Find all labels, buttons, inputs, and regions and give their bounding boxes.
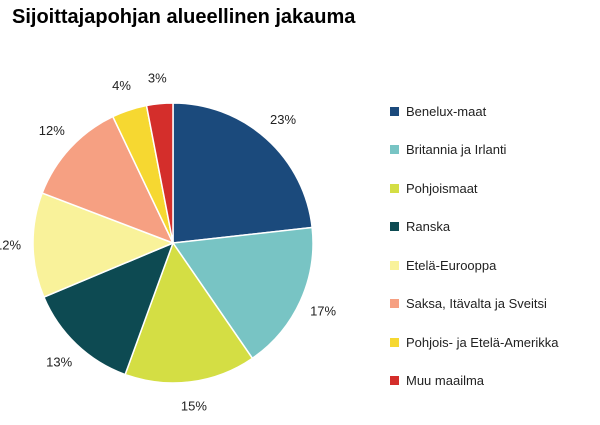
pie-value-label-2: 15% — [181, 399, 207, 414]
legend-swatch — [390, 183, 399, 193]
legend-label: Muu maailma — [406, 373, 485, 389]
legend-label: Britannia ja Irlanti — [406, 142, 507, 158]
pie-value-label-0: 23% — [270, 112, 296, 127]
legend-label: Etelä-Eurooppa — [406, 257, 497, 273]
legend-item-4: Etelä-Eurooppa — [390, 246, 558, 285]
legend-swatch — [390, 376, 399, 386]
pie-slice-3 — [42, 241, 175, 376]
legend-swatch — [390, 222, 399, 232]
pie-value-label-7: 3% — [148, 71, 167, 86]
legend-swatch — [390, 145, 399, 155]
pie-value-label-3: 13% — [46, 354, 72, 369]
legend-label: Pohjois- ja Etelä-Amerikka — [406, 334, 559, 350]
pie-value-label-6: 4% — [112, 78, 131, 93]
legend-swatch — [390, 337, 399, 347]
pie-slices — [32, 102, 314, 384]
legend-item-3: Ranska — [390, 208, 558, 247]
legend-item-1: Britannia ja Irlanti — [390, 131, 558, 170]
pie-value-label-5: 12% — [39, 123, 65, 138]
legend-swatch — [390, 260, 399, 270]
legend-swatch — [390, 299, 399, 309]
pie-value-label-4: 12% — [0, 238, 21, 253]
pie-slice-2 — [124, 241, 254, 384]
legend-label: Pohjoismaat — [406, 180, 478, 196]
chart-title: Sijoittajapohjan alueellinen jakauma — [12, 6, 356, 28]
legend-label: Benelux-maat — [406, 103, 487, 119]
legend-item-2: Pohjoismaat — [390, 169, 558, 208]
legend-label: Ranska — [406, 219, 451, 235]
pie-value-label-1: 17% — [310, 304, 336, 319]
legend-item-6: Pohjois- ja Etelä-Amerikka — [390, 323, 558, 362]
pie-slice-5 — [41, 115, 175, 245]
pie-slice-4 — [32, 192, 176, 299]
pie-slice-0 — [172, 102, 313, 244]
pie-slice-1 — [171, 226, 314, 360]
legend-item-5: Saksa, Itävalta ja Sveitsi — [390, 285, 558, 324]
legend-item-7: Muu maailma — [390, 362, 558, 401]
legend-item-0: Benelux-maat — [390, 92, 558, 131]
legend-label: Saksa, Itävalta ja Sveitsi — [406, 296, 547, 312]
pie-value-labels: 23% 17% 15% 13% 12% 12% 4% 3% — [0, 71, 337, 414]
chart-legend: Benelux-maat Britannia ja Irlanti Pohjoism… — [390, 92, 558, 400]
legend-swatch — [390, 106, 399, 116]
pie-slice-7 — [145, 102, 174, 244]
